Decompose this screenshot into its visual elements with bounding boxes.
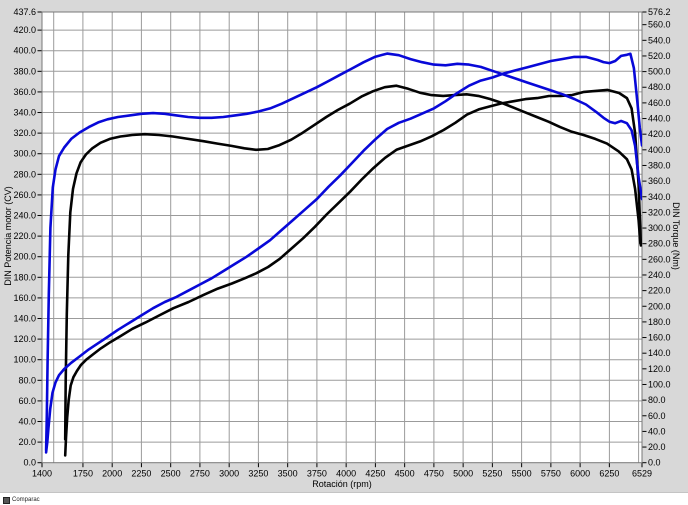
plot-area xyxy=(42,12,642,463)
x-tick-label: 3000 xyxy=(219,469,239,479)
y-left-tick-label: 437.6 xyxy=(13,7,36,17)
y-left-tick-label: 380.0 xyxy=(13,66,36,76)
x-tick-label: 4250 xyxy=(365,469,385,479)
y-left-tick-label: 200.0 xyxy=(13,252,36,262)
y-left-tick-label: 320.0 xyxy=(13,128,36,138)
x-tick-label: 3750 xyxy=(307,469,327,479)
y-right-tick-label: 460.0 xyxy=(648,98,671,108)
y-right-tick-label: 480.0 xyxy=(648,82,671,92)
x-tick-label: 4500 xyxy=(395,469,415,479)
x-tick-label: 3250 xyxy=(248,469,268,479)
y-right-tick-label: 360.0 xyxy=(648,176,671,186)
y-right-tick-label: 440.0 xyxy=(648,114,671,124)
footer-bar: Comparac xyxy=(0,492,688,505)
x-axis-title: Rotación (rpm) xyxy=(312,479,372,489)
x-tick-label: 5750 xyxy=(541,469,561,479)
x-tick-label: 2250 xyxy=(131,469,151,479)
plot-border xyxy=(41,11,643,464)
x-tick-label: 2000 xyxy=(102,469,122,479)
x-tick-label: 4000 xyxy=(336,469,356,479)
y-left-tick-label: 60.0 xyxy=(18,396,36,406)
y-right-tick-label: 520.0 xyxy=(648,51,671,61)
document-icon xyxy=(3,497,10,504)
y-right-tick-label: 380.0 xyxy=(648,160,671,170)
y-right-tick-label: 160.0 xyxy=(648,333,671,343)
y-left-tick-label: 20.0 xyxy=(18,437,36,447)
y-right-tick-label: 500.0 xyxy=(648,67,671,77)
y-left-tick-label: 220.0 xyxy=(13,231,36,241)
y-right-tick-label: 100.0 xyxy=(648,379,671,389)
y-left-tick-label: 340.0 xyxy=(13,108,36,118)
y-right-tick-label: 80.0 xyxy=(648,395,666,405)
series-power-blue xyxy=(44,52,642,454)
series-torque-black xyxy=(63,84,642,441)
x-tick-label: 2750 xyxy=(190,469,210,479)
y-right-tick-label: 20.0 xyxy=(648,442,666,452)
caption-truncated: Comparac xyxy=(3,497,40,504)
dyno-chart-canvas: 0.0 20.0 40.0 60.0 80.0 100.0 120.0 140.0 160.0 1… xyxy=(13,7,671,479)
x-tick-label: 5500 xyxy=(512,469,532,479)
x-tick-label: 1750 xyxy=(73,469,93,479)
y-left-tick-label: 360.0 xyxy=(13,87,36,97)
y-right-tick-label: 540.0 xyxy=(648,35,671,45)
caption-text: Comparac xyxy=(12,497,40,503)
y-right-tick-label: 140.0 xyxy=(648,348,671,358)
y-right-tick-label: 60.0 xyxy=(648,411,666,421)
y-right-tick-label: 420.0 xyxy=(648,129,671,139)
x-tick-label: 6250 xyxy=(599,469,619,479)
x-tick-label: 6000 xyxy=(570,469,590,479)
y-right-tick-label: 300.0 xyxy=(648,223,671,233)
y-left-tick-label: 420.0 xyxy=(13,25,36,35)
y-left-tick-label: 120.0 xyxy=(13,334,36,344)
y-left-tick-label: 300.0 xyxy=(13,149,36,159)
y-left-tick-label: 80.0 xyxy=(18,375,36,385)
y-axis-left-title: DIN Potencia motor (CV) xyxy=(3,186,13,286)
y-right-tick-label: 576.2 xyxy=(648,7,671,17)
x-tick-label: 4750 xyxy=(424,469,444,479)
y-left-tick-label: 400.0 xyxy=(13,46,36,56)
y-left-tick-label: 160.0 xyxy=(13,293,36,303)
y-left-tick-label: 40.0 xyxy=(18,417,36,427)
x-tick-label: 2500 xyxy=(161,469,181,479)
y-right-tick-label: 280.0 xyxy=(648,239,671,249)
y-right-tick-label: 240.0 xyxy=(648,270,671,280)
y-right-tick-label: 180.0 xyxy=(648,317,671,327)
y-left-tick-label: 100.0 xyxy=(13,355,36,365)
y-right-tick-label: 0.0 xyxy=(648,458,661,468)
y-left-tick-label: 240.0 xyxy=(13,211,36,221)
series-torque-blue xyxy=(44,52,642,452)
y-right-tick-label: 320.0 xyxy=(648,207,671,217)
y-right-tick-label: 120.0 xyxy=(648,364,671,374)
y-right-tick-label: 260.0 xyxy=(648,254,671,264)
y-left-tick-label: 280.0 xyxy=(13,169,36,179)
x-tick-label: 5000 xyxy=(453,469,473,479)
y-right-tick-label: 40.0 xyxy=(648,426,666,436)
y-axis-right-title: DIN Torque (Nm) xyxy=(671,202,681,270)
x-tick-label: 5250 xyxy=(482,469,502,479)
x-tick-label: 3500 xyxy=(278,469,298,479)
y-left-tick-label: 0.0 xyxy=(23,458,36,468)
y-right-tick-label: 560.0 xyxy=(648,20,671,30)
x-tick-label: 6529 xyxy=(632,469,652,479)
y-right-tick-label: 340.0 xyxy=(648,192,671,202)
y-right-tick-label: 200.0 xyxy=(648,301,671,311)
y-left-tick-label: 140.0 xyxy=(13,314,36,324)
y-right-tick-label: 220.0 xyxy=(648,286,671,296)
y-right-tick-label: 400.0 xyxy=(648,145,671,155)
y-left-tick-label: 260.0 xyxy=(13,190,36,200)
y-left-tick-label: 180.0 xyxy=(13,272,36,282)
x-tick-label: 1400 xyxy=(32,469,52,479)
